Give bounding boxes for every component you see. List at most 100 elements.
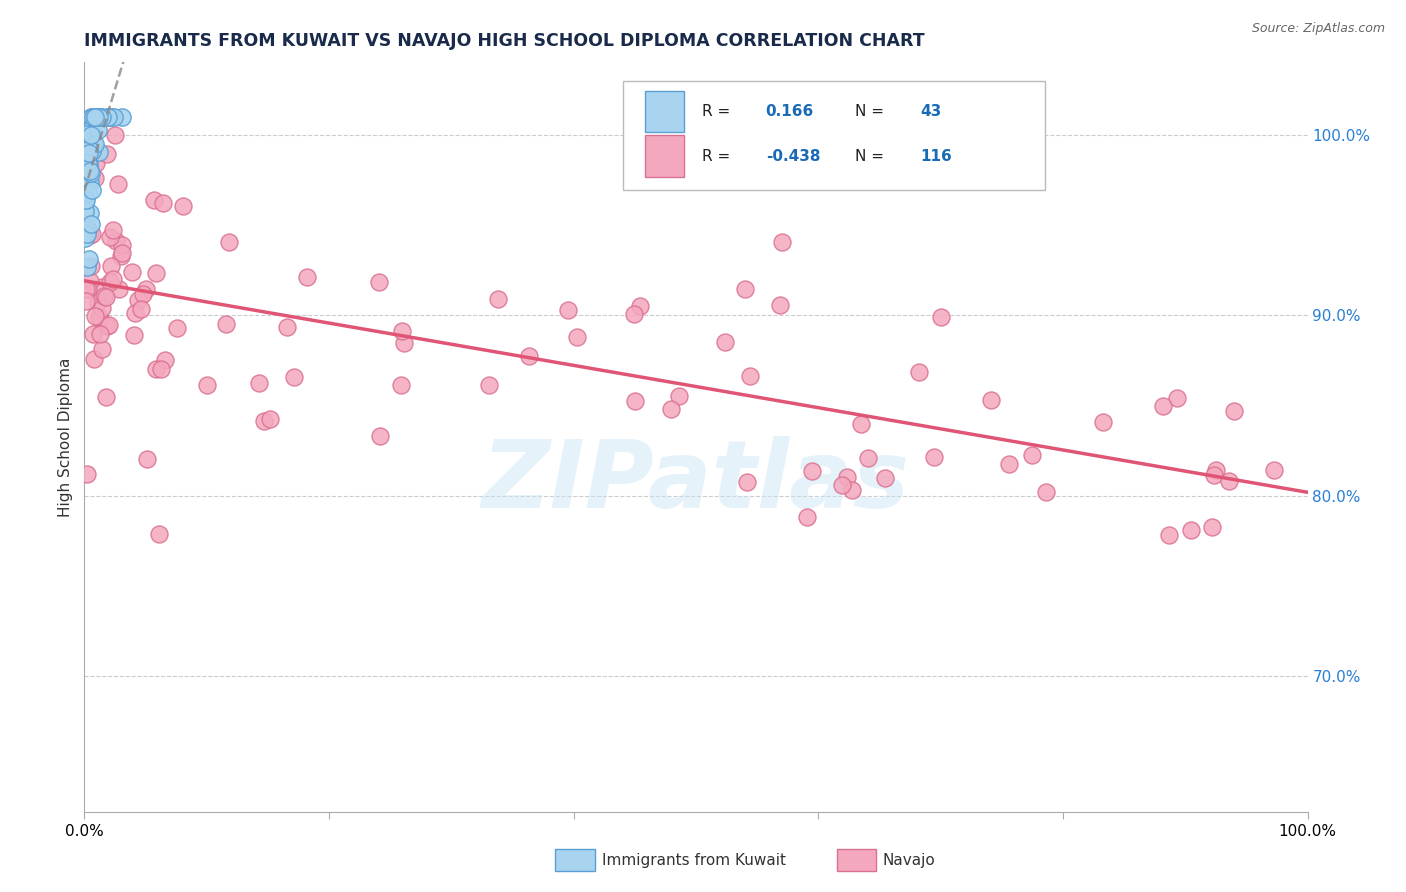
Point — [922, 450, 945, 464]
Point — [166, 320, 188, 334]
Point — [849, 417, 872, 432]
Point — [104, 128, 127, 142]
Point — [127, 293, 149, 308]
Point — [80, 182, 103, 196]
Point — [801, 464, 824, 478]
Point — [668, 389, 690, 403]
FancyBboxPatch shape — [644, 136, 683, 177]
Point — [734, 282, 756, 296]
Point — [659, 402, 682, 417]
Point — [79, 273, 101, 287]
Point — [247, 376, 270, 390]
Point — [875, 470, 897, 484]
Point — [76, 186, 98, 200]
Point — [84, 310, 107, 324]
Point — [1152, 400, 1174, 414]
Text: 116: 116 — [920, 149, 952, 163]
Point — [297, 270, 319, 285]
Point — [98, 230, 121, 244]
Point — [76, 156, 98, 170]
Point — [218, 235, 240, 249]
Point — [104, 234, 127, 248]
Point — [841, 483, 863, 497]
Point — [97, 318, 120, 333]
Point — [75, 219, 97, 233]
Point — [83, 110, 105, 124]
Point — [124, 327, 146, 342]
Point — [517, 349, 540, 363]
Point — [253, 414, 276, 428]
Point — [79, 228, 101, 243]
Point — [73, 203, 96, 218]
Text: R =: R = — [702, 149, 735, 163]
Point — [100, 110, 122, 124]
Point — [108, 282, 131, 296]
Point — [80, 110, 103, 124]
Point — [89, 326, 111, 341]
Point — [89, 311, 111, 326]
Point — [153, 352, 176, 367]
Point — [77, 282, 100, 296]
Point — [75, 231, 97, 245]
Point — [283, 370, 305, 384]
Point — [111, 238, 134, 252]
Point — [77, 157, 100, 171]
Point — [97, 110, 120, 124]
Text: N =: N = — [855, 103, 889, 119]
Point — [77, 163, 100, 178]
Point — [735, 475, 758, 490]
Point — [929, 310, 952, 324]
Text: ZIPatlas: ZIPatlas — [482, 436, 910, 528]
Point — [124, 306, 146, 320]
Point — [628, 299, 651, 313]
Point — [77, 222, 100, 236]
Point — [1021, 448, 1043, 462]
Point — [172, 199, 194, 213]
Point — [136, 452, 159, 467]
Point — [557, 303, 579, 318]
Point — [111, 110, 134, 124]
Point — [145, 361, 167, 376]
Point — [82, 138, 104, 153]
Point — [391, 324, 413, 338]
FancyBboxPatch shape — [623, 81, 1045, 190]
Point — [89, 310, 111, 325]
Point — [97, 110, 120, 124]
Point — [368, 429, 391, 443]
Point — [367, 275, 389, 289]
Point — [79, 206, 101, 220]
Point — [623, 307, 645, 321]
Point — [79, 175, 101, 189]
Point — [80, 128, 103, 142]
Point — [107, 178, 129, 192]
Point — [835, 469, 858, 483]
Point — [135, 282, 157, 296]
Point — [148, 527, 170, 541]
Point — [84, 110, 107, 124]
Point — [96, 390, 118, 404]
Point — [93, 289, 115, 303]
Point — [714, 335, 737, 350]
Point — [143, 193, 166, 207]
Point — [101, 272, 124, 286]
Point — [86, 110, 108, 124]
Point — [145, 266, 167, 280]
Point — [77, 252, 100, 267]
Point — [486, 292, 509, 306]
Point — [856, 451, 879, 466]
Text: -0.438: -0.438 — [766, 149, 820, 163]
Point — [215, 317, 238, 331]
Point — [75, 282, 97, 296]
Point — [89, 110, 111, 124]
Point — [1157, 528, 1180, 542]
Point — [276, 319, 298, 334]
Point — [76, 467, 98, 482]
Point — [84, 171, 107, 186]
Point — [90, 301, 112, 315]
Point — [75, 128, 97, 142]
Point — [131, 286, 153, 301]
Point — [121, 265, 143, 279]
Point — [1091, 415, 1114, 429]
Point — [478, 377, 501, 392]
Point — [80, 110, 103, 124]
